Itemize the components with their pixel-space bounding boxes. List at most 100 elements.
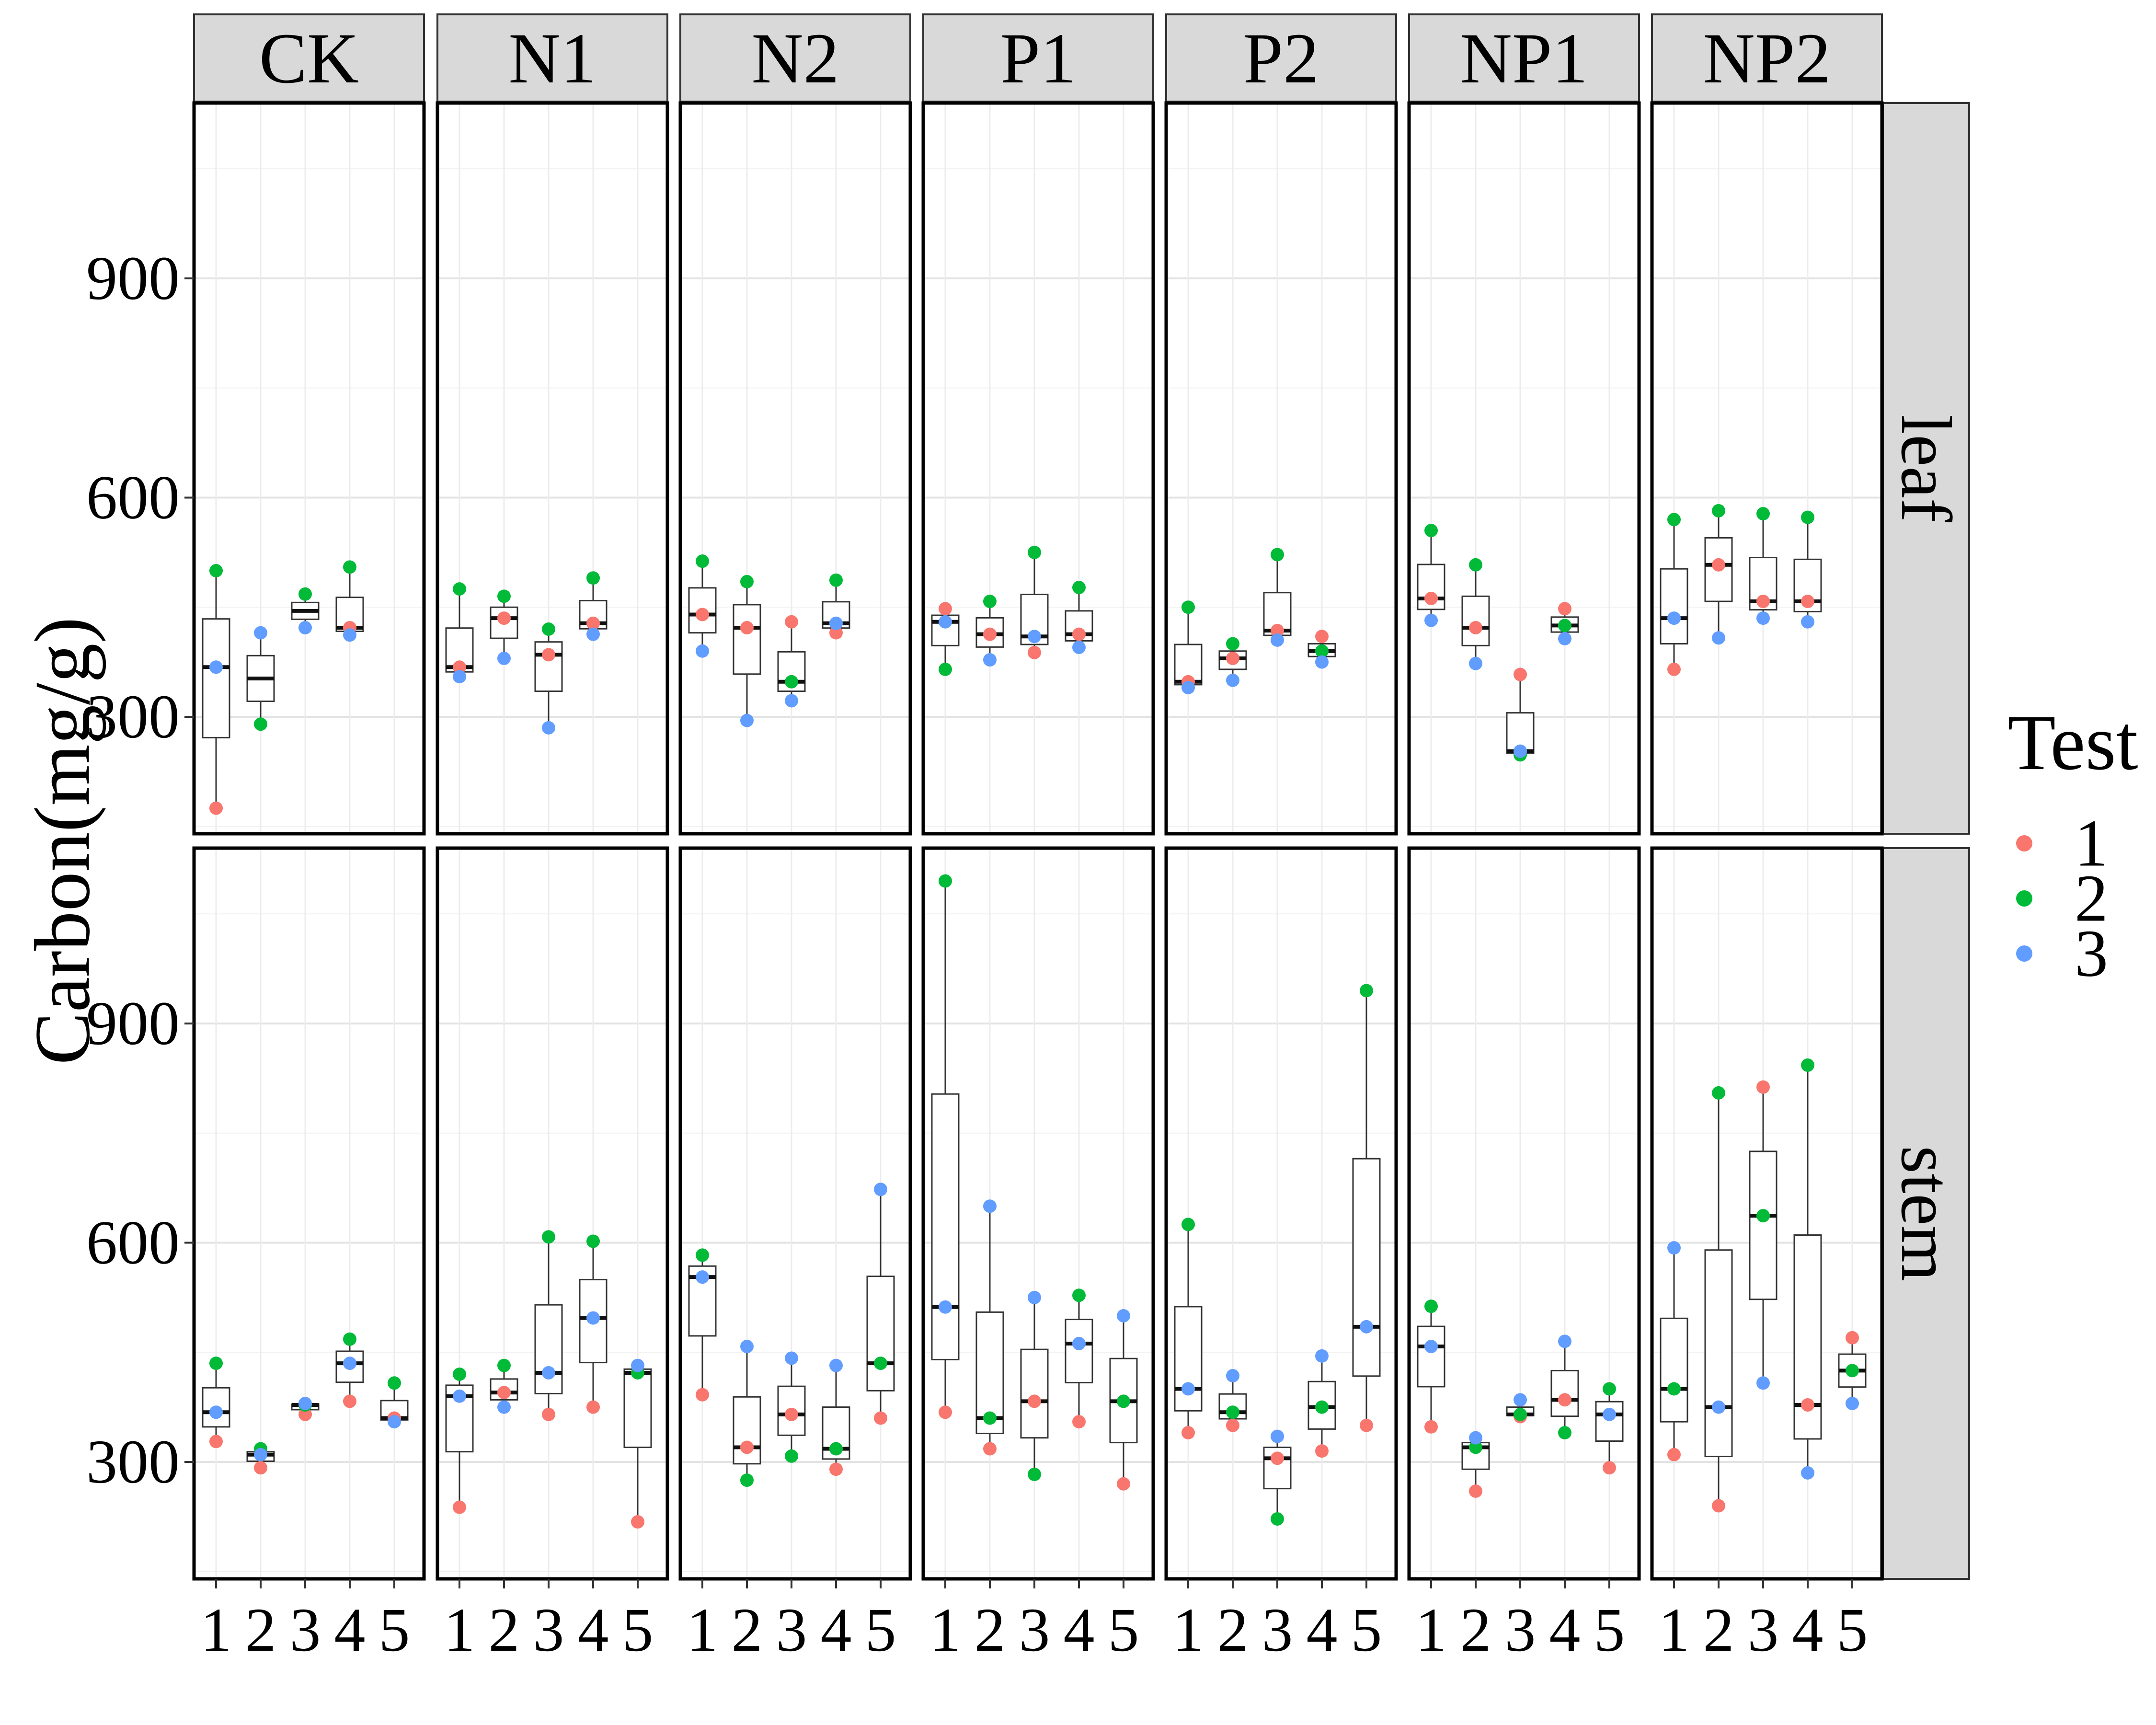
panel-background bbox=[437, 103, 667, 834]
data-point-test-1 bbox=[829, 1462, 843, 1476]
data-point-test-1 bbox=[1072, 627, 1086, 641]
data-point-test-3 bbox=[1028, 630, 1041, 644]
data-point-test-2 bbox=[1360, 984, 1373, 998]
data-point-test-3 bbox=[1181, 681, 1195, 694]
box-iqr bbox=[688, 587, 717, 634]
panel-border bbox=[1407, 101, 1641, 836]
facet-strip-background bbox=[436, 13, 668, 103]
data-point-test-1 bbox=[1603, 1461, 1616, 1475]
data-point-test-1 bbox=[740, 1440, 754, 1454]
legend-key bbox=[2016, 890, 2032, 907]
data-point-test-1 bbox=[1846, 1331, 1859, 1345]
x-tick-label: 5 bbox=[1837, 1596, 1868, 1665]
box-2 bbox=[733, 575, 761, 727]
data-point-test-1 bbox=[1424, 1420, 1438, 1434]
box-5 bbox=[380, 1376, 409, 1429]
data-point-test-2 bbox=[209, 1357, 223, 1370]
data-point-test-2 bbox=[1667, 513, 1681, 527]
facet-strip-background bbox=[1408, 13, 1640, 103]
box-iqr bbox=[534, 641, 563, 692]
data-point-test-2 bbox=[1072, 581, 1086, 595]
x-tick-label: 1 bbox=[444, 1596, 475, 1665]
data-point-test-2 bbox=[1712, 504, 1725, 518]
box-3 bbox=[1263, 1429, 1292, 1526]
data-point-test-2 bbox=[829, 1442, 843, 1456]
box-2 bbox=[733, 1340, 761, 1487]
data-point-test-1 bbox=[1028, 645, 1041, 659]
data-point-test-3 bbox=[1315, 1349, 1329, 1363]
box-4 bbox=[1550, 602, 1579, 645]
data-point-test-2 bbox=[1558, 619, 1571, 632]
x-tick-label: 2 bbox=[1217, 1596, 1249, 1665]
data-point-test-3 bbox=[1514, 744, 1527, 758]
data-point-test-1 bbox=[209, 1435, 223, 1449]
x-tick-label: 5 bbox=[622, 1596, 654, 1665]
x-tick-label: 2 bbox=[1460, 1596, 1491, 1665]
box-1 bbox=[1174, 600, 1203, 694]
x-tick-label: 3 bbox=[290, 1596, 321, 1665]
data-point-test-3 bbox=[1226, 673, 1239, 687]
data-point-test-1 bbox=[1271, 1451, 1284, 1465]
data-point-test-3 bbox=[1072, 1336, 1086, 1350]
x-tick-label: 3 bbox=[1019, 1596, 1050, 1665]
data-point-test-1 bbox=[1315, 1444, 1329, 1458]
data-point-test-1 bbox=[740, 621, 754, 634]
box-5 bbox=[1595, 1382, 1624, 1475]
x-tick-label: 2 bbox=[489, 1596, 520, 1665]
data-point-test-1 bbox=[586, 616, 600, 630]
panel-background bbox=[1652, 103, 1882, 834]
data-point-test-2 bbox=[586, 1234, 600, 1248]
box-iqr bbox=[931, 1093, 960, 1361]
data-point-test-2 bbox=[696, 554, 709, 568]
facet-strip-ck: CK bbox=[193, 13, 425, 103]
data-point-test-3 bbox=[1667, 611, 1681, 625]
panel-background bbox=[680, 103, 910, 834]
data-point-test-1 bbox=[696, 1388, 709, 1402]
box-3 bbox=[777, 1351, 806, 1463]
data-point-test-1 bbox=[1469, 1484, 1482, 1498]
box-1 bbox=[688, 1248, 717, 1402]
row-strip-leaf: leaf bbox=[1882, 102, 1970, 835]
box-iqr bbox=[1660, 1317, 1688, 1423]
box-2 bbox=[1461, 1431, 1490, 1498]
data-point-test-2 bbox=[542, 622, 555, 636]
data-point-test-1 bbox=[1712, 1499, 1725, 1513]
data-point-test-1 bbox=[586, 1400, 600, 1414]
data-point-test-2 bbox=[1667, 1382, 1681, 1396]
data-point-test-2 bbox=[1424, 1300, 1438, 1313]
panel-border bbox=[921, 101, 1155, 836]
data-point-test-3 bbox=[983, 1199, 997, 1213]
x-tick-label: 5 bbox=[1108, 1596, 1139, 1665]
data-point-test-1 bbox=[1181, 1426, 1195, 1439]
data-point-test-1 bbox=[1072, 1415, 1086, 1429]
data-point-test-1 bbox=[939, 602, 952, 616]
panel-border bbox=[192, 846, 426, 1581]
box-4 bbox=[822, 1358, 850, 1476]
data-point-test-3 bbox=[1226, 1369, 1239, 1383]
data-point-test-1 bbox=[1801, 595, 1814, 609]
box-1 bbox=[445, 582, 474, 684]
panel-border bbox=[1650, 101, 1884, 836]
data-point-test-1 bbox=[1360, 1418, 1373, 1432]
box-3 bbox=[1506, 1393, 1535, 1424]
x-tick-label: 4 bbox=[1792, 1596, 1823, 1665]
data-point-test-1 bbox=[1226, 1418, 1239, 1432]
panel-border bbox=[1164, 846, 1398, 1581]
box-iqr bbox=[1660, 568, 1688, 644]
y-tick-label: 300 bbox=[86, 1427, 180, 1496]
panel-leaf-n2 bbox=[678, 101, 912, 836]
data-point-test-2 bbox=[1028, 545, 1041, 559]
data-point-test-2 bbox=[1558, 1426, 1571, 1439]
panel-border bbox=[1407, 846, 1641, 1581]
box-1 bbox=[445, 1368, 474, 1514]
panel-background bbox=[1166, 103, 1396, 834]
data-point-test-1 bbox=[542, 1407, 555, 1421]
box-1 bbox=[931, 602, 960, 676]
y-tick-label: 900 bbox=[86, 989, 180, 1058]
data-point-test-3 bbox=[983, 653, 997, 667]
panel-background bbox=[1409, 103, 1639, 834]
data-point-test-3 bbox=[1360, 1320, 1373, 1334]
box-4 bbox=[1793, 510, 1822, 629]
